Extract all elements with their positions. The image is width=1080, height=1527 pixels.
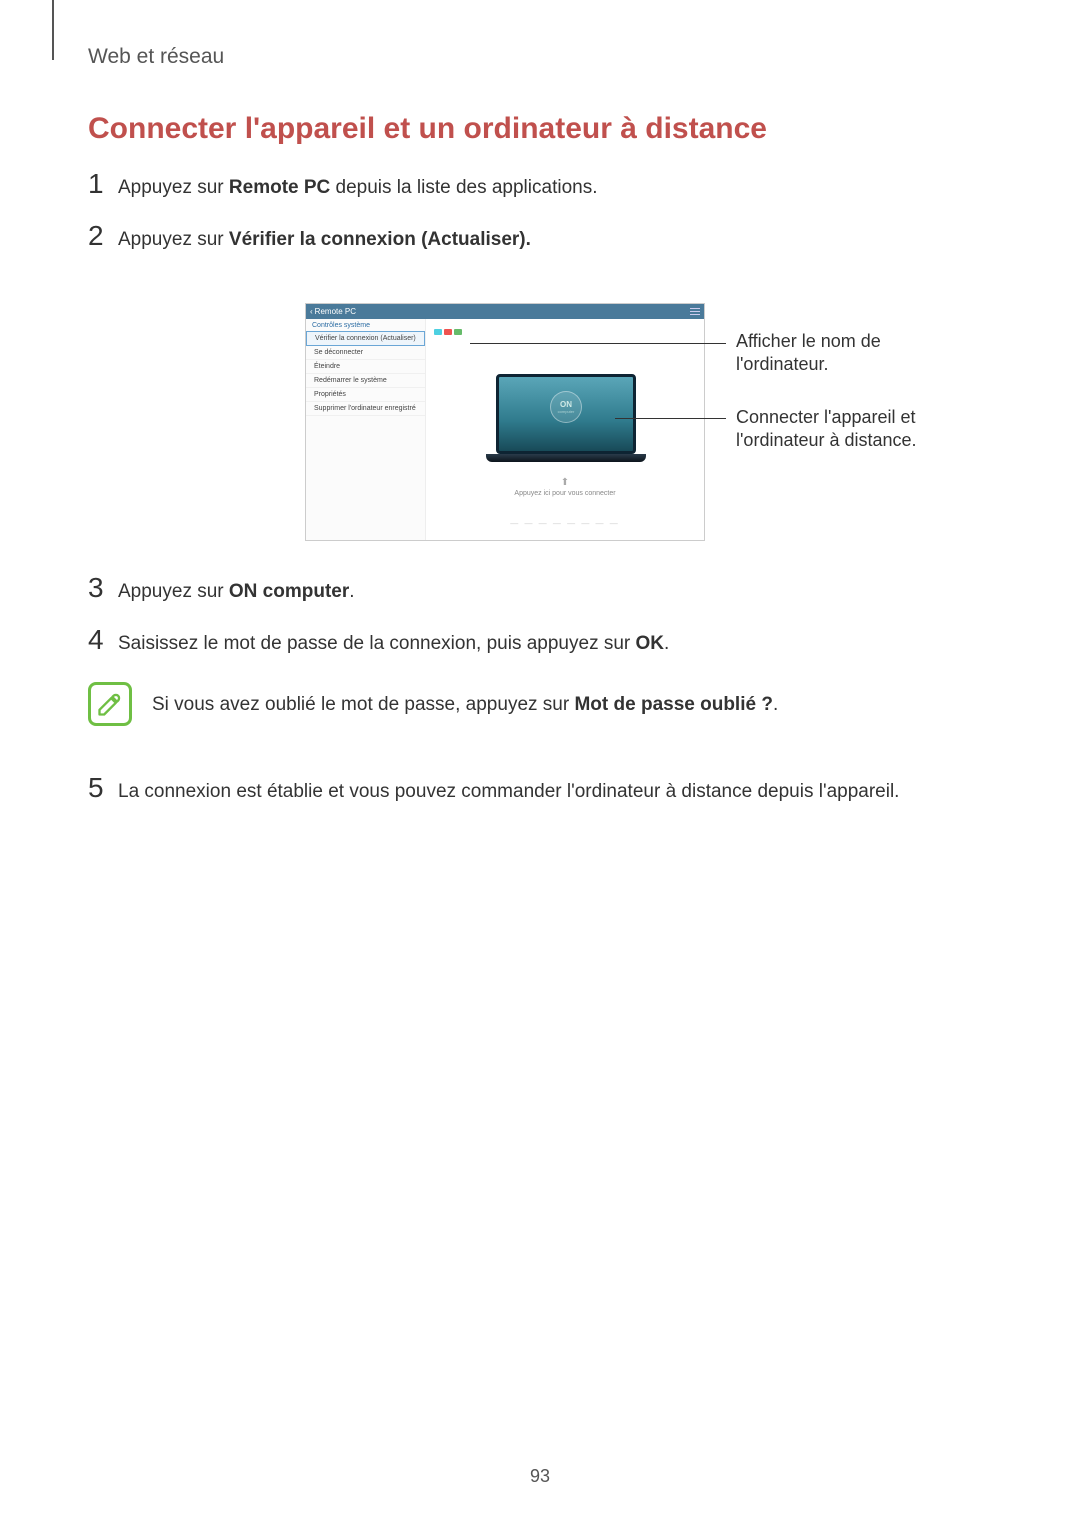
text: Si vous avez oublié le mot de passe, app… <box>152 694 574 715</box>
step-1: 1 Appuyez sur Remote PC depuis la liste … <box>88 168 988 202</box>
tap-hint: ⬆ Appuyez ici pour vous connecter <box>514 477 615 497</box>
note-icon <box>88 682 132 726</box>
section-title: Connecter l'appareil et un ordinateur à … <box>88 112 767 146</box>
app-screenshot: ‹ Remote PC Contrôles système Vérifier l… <box>305 303 705 541</box>
name-badges <box>434 329 462 335</box>
step-5: 5 La connexion est établie et vous pouve… <box>88 772 1008 806</box>
step-4: 4 Saisissez le mot de passe de la connex… <box>88 624 988 658</box>
steps-lower: 5 La connexion est établie et vous pouve… <box>88 772 1008 824</box>
callout-connect: Connecter l'appareil et l'ordinateur à d… <box>736 406 996 453</box>
text: . <box>773 694 778 715</box>
step-number: 1 <box>88 168 118 200</box>
bold-text: OK <box>636 633 665 654</box>
page-number: 93 <box>530 1466 550 1487</box>
bold-text: Mot de passe oublié ? <box>574 694 772 715</box>
step-text: Appuyez sur ON computer. <box>118 573 355 606</box>
pager-dots: — — — — — — — — <box>510 519 620 528</box>
note-block: Si vous avez oublié le mot de passe, app… <box>88 682 988 726</box>
badge-icon <box>444 329 452 335</box>
bold-text: Vérifier la connexion (Actualiser). <box>229 229 531 250</box>
screenshot-title: Remote PC <box>315 307 356 316</box>
sidebar-item: Supprimer l'ordinateur enregistré <box>306 402 425 416</box>
step-text: Appuyez sur Vérifier la connexion (Actua… <box>118 221 531 254</box>
sidebar-item: Propriétés <box>306 388 425 402</box>
badge-icon <box>454 329 462 335</box>
step-number: 2 <box>88 220 118 252</box>
text: . <box>664 633 669 654</box>
back-chevron-icon: ‹ <box>310 307 313 316</box>
step-text: Saisissez le mot de passe de la connexio… <box>118 625 669 658</box>
margin-rule <box>52 0 54 60</box>
sidebar-category: Contrôles système <box>306 319 425 331</box>
up-arrow-icon: ⬆ <box>514 477 615 488</box>
screenshot-sidebar: Contrôles système Vérifier la connexion … <box>306 319 426 540</box>
step-2: 2 Appuyez sur Vérifier la connexion (Act… <box>88 220 988 254</box>
on-label: ON <box>560 400 572 409</box>
laptop-screen: ON computer <box>496 374 636 454</box>
on-badge: ON computer <box>550 391 582 423</box>
step-number: 5 <box>88 772 118 804</box>
sidebar-item: Vérifier la connexion (Actualiser) <box>306 331 425 346</box>
text: depuis la liste des applications. <box>330 177 597 198</box>
step-text: La connexion est établie et vous pouvez … <box>118 773 899 806</box>
screenshot-main: ON computer ⬆ Appuyez ici pour vous conn… <box>426 319 704 540</box>
menu-icon <box>690 307 700 317</box>
sidebar-item: Se déconnecter <box>306 346 425 360</box>
bold-text: Remote PC <box>229 177 330 198</box>
tap-hint-text: Appuyez ici pour vous connecter <box>514 490 615 497</box>
callout-line <box>470 343 726 344</box>
text: Appuyez sur <box>118 177 229 198</box>
steps-middle: 3 Appuyez sur ON computer. 4 Saisissez l… <box>88 572 988 675</box>
sidebar-item: Redémarrer le système <box>306 374 425 388</box>
running-header: Web et réseau <box>88 45 224 69</box>
callout-computer-name: Afficher le nom de l'ordinateur. <box>736 330 956 377</box>
laptop-base <box>486 454 646 462</box>
text: Appuyez sur <box>118 229 229 250</box>
screenshot-titlebar: ‹ Remote PC <box>306 304 704 319</box>
steps-upper: 1 Appuyez sur Remote PC depuis la liste … <box>88 168 988 271</box>
screenshot-body: Contrôles système Vérifier la connexion … <box>306 319 704 540</box>
step-text: Appuyez sur Remote PC depuis la liste de… <box>118 169 597 202</box>
pencil-icon <box>96 690 124 718</box>
text: . <box>349 581 354 602</box>
text: Appuyez sur <box>118 581 229 602</box>
callout-line <box>615 418 726 419</box>
step-3: 3 Appuyez sur ON computer. <box>88 572 988 606</box>
badge-icon <box>434 329 442 335</box>
step-number: 3 <box>88 572 118 604</box>
text: Saisissez le mot de passe de la connexio… <box>118 633 636 654</box>
sidebar-item: Éteindre <box>306 360 425 374</box>
bold-text: ON computer <box>229 581 349 602</box>
step-number: 4 <box>88 624 118 656</box>
note-text: Si vous avez oublié le mot de passe, app… <box>152 682 778 719</box>
on-sublabel: computer <box>558 409 575 414</box>
